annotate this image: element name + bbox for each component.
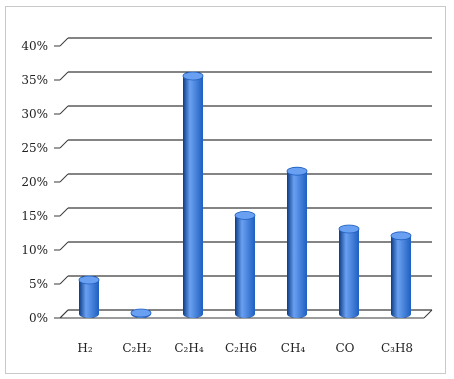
bar bbox=[130, 308, 152, 318]
gridline-depth bbox=[59, 275, 69, 285]
y-tick-label: 5% bbox=[29, 277, 48, 291]
x-category-label: C₃H8 bbox=[381, 341, 413, 355]
y-tick-label: 25% bbox=[21, 141, 48, 155]
bar-body bbox=[235, 215, 255, 318]
gridline-depth bbox=[59, 37, 69, 47]
x-category-label: H₂ bbox=[77, 341, 92, 355]
x-category-label: C₂H₂ bbox=[122, 341, 151, 355]
y-tick-label: 20% bbox=[21, 175, 48, 189]
bar-top bbox=[234, 210, 256, 220]
y-tick-label: 10% bbox=[21, 243, 48, 257]
gridline-depth bbox=[59, 207, 69, 217]
bar bbox=[390, 231, 412, 318]
bar-top bbox=[286, 166, 308, 176]
bar bbox=[182, 71, 204, 318]
x-category-label: CO bbox=[335, 341, 354, 355]
gridline-depth bbox=[59, 105, 69, 115]
x-axis-categories: H₂ C₂H₂ C₂H₄ C₂H6 CH₄ CO C₃H8 bbox=[77, 341, 413, 355]
bar bbox=[78, 275, 100, 318]
x-category-label: C₂H₄ bbox=[174, 341, 203, 355]
y-tick-label: 0% bbox=[29, 311, 48, 325]
bar bbox=[286, 166, 308, 318]
bar-top bbox=[182, 71, 204, 81]
bar-body bbox=[79, 280, 99, 318]
bar-body bbox=[183, 76, 203, 318]
gridline-depth bbox=[59, 241, 69, 251]
bars bbox=[78, 71, 412, 318]
y-axis-ticks: 0% 5% 10% 15% 20% 25% 30% 35% 40% bbox=[21, 39, 60, 325]
gridline-depth bbox=[59, 71, 69, 81]
bar-top bbox=[130, 308, 152, 318]
bar-top bbox=[78, 275, 100, 285]
chart-frame bbox=[5, 6, 446, 374]
gridlines bbox=[59, 37, 433, 319]
y-tick-label: 40% bbox=[21, 39, 48, 53]
y-tick-label: 30% bbox=[21, 107, 48, 121]
x-category-label: CH₄ bbox=[281, 341, 306, 355]
x-category-label: C₂H6 bbox=[225, 341, 257, 355]
bar bbox=[338, 224, 360, 318]
gridline-depth bbox=[59, 139, 69, 149]
gridline-depth bbox=[59, 173, 69, 183]
floor-edge-right bbox=[423, 309, 433, 319]
bar bbox=[234, 210, 256, 318]
y-tick-label: 35% bbox=[21, 73, 48, 87]
gridline-depth bbox=[59, 309, 69, 319]
bar-body bbox=[391, 235, 411, 318]
bar-body bbox=[339, 229, 359, 318]
bar-top bbox=[390, 231, 412, 241]
bar-top bbox=[338, 224, 360, 234]
y-tick-label: 15% bbox=[21, 209, 48, 223]
bar-body bbox=[287, 171, 307, 318]
